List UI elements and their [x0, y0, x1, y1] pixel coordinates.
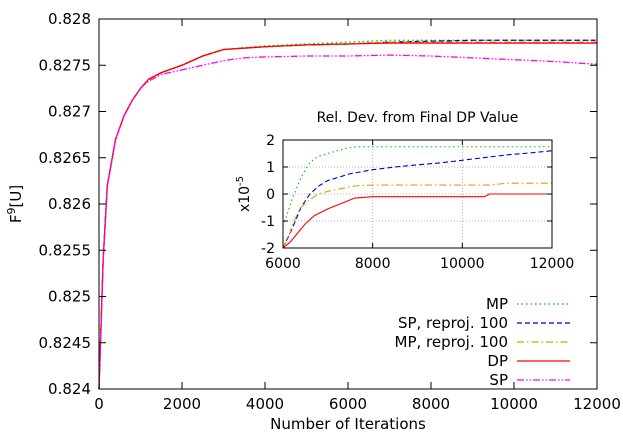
inset-x-tick-label-0: 6000 — [265, 256, 301, 272]
main-y-tick-label-6: 0.827 — [48, 103, 91, 121]
main-y-tick-label-0: 0.824 — [48, 380, 91, 398]
legend-label-1: SP, reproj. 100 — [398, 314, 508, 332]
main-series-4-line — [98, 54, 598, 390]
inset-y-tick-label-3: 1 — [266, 160, 275, 176]
main-y-tick-label-2: 0.825 — [48, 288, 91, 306]
main-y-tick-label-5: 0.8265 — [39, 149, 92, 167]
inset-y-tick-label-0: -2 — [261, 241, 275, 257]
inset-title: Rel. Dev. from Final DP Value — [317, 110, 519, 126]
inset-y-tick-label-2: 0 — [266, 187, 275, 203]
inset-y-tick-label-4: 2 — [266, 133, 275, 149]
main-x-tick-label-2: 4000 — [246, 395, 284, 413]
inset-x-tick-label-1: 8000 — [355, 256, 391, 272]
inset-series-2-line — [282, 182, 552, 249]
legend-label-4: SP — [489, 371, 508, 389]
legend-label-2: MP, reproj. 100 — [395, 333, 508, 351]
inset-series-3-line — [282, 193, 552, 249]
y-axis-label: F9[U] — [5, 185, 25, 223]
inset-x-tick-label-3: 12000 — [530, 256, 575, 272]
main-chart: 0 2000 4000 6000 8000 10000 12000 0.824 0.8245 0.… — [5, 10, 621, 433]
inset-chart: 6000 8000 10000 12000 -2 -1 0 1 2 Rel. Dev. from … — [235, 110, 574, 272]
legend-label-3: DP — [487, 352, 508, 370]
inset-y-tick-label-1: -1 — [261, 214, 275, 230]
main-x-tick-label-4: 8000 — [412, 395, 450, 413]
main-x-tick-label-0: 0 — [94, 395, 104, 413]
main-x-tick-label-6: 12000 — [573, 395, 621, 413]
main-x-tick-label-1: 2000 — [163, 395, 201, 413]
inset-y-axis-label: x10-5 — [235, 176, 253, 212]
x-axis-label: Number of Iterations — [270, 415, 426, 433]
main-y-tick-label-4: 0.826 — [48, 195, 91, 213]
main-y-tick-label-8: 0.828 — [48, 10, 91, 28]
main-x-tick-label-5: 10000 — [490, 395, 538, 413]
main-y-tick-label-7: 0.8275 — [39, 56, 92, 74]
main-x-tick-label-3: 6000 — [329, 395, 367, 413]
legend-label-0: MP — [486, 295, 508, 313]
inset-series-1-line — [282, 150, 553, 249]
inset-x-tick-label-2: 10000 — [440, 256, 485, 272]
main-y-tick-label-3: 0.8255 — [39, 241, 92, 259]
main-y-tick-label-1: 0.8245 — [39, 334, 92, 352]
